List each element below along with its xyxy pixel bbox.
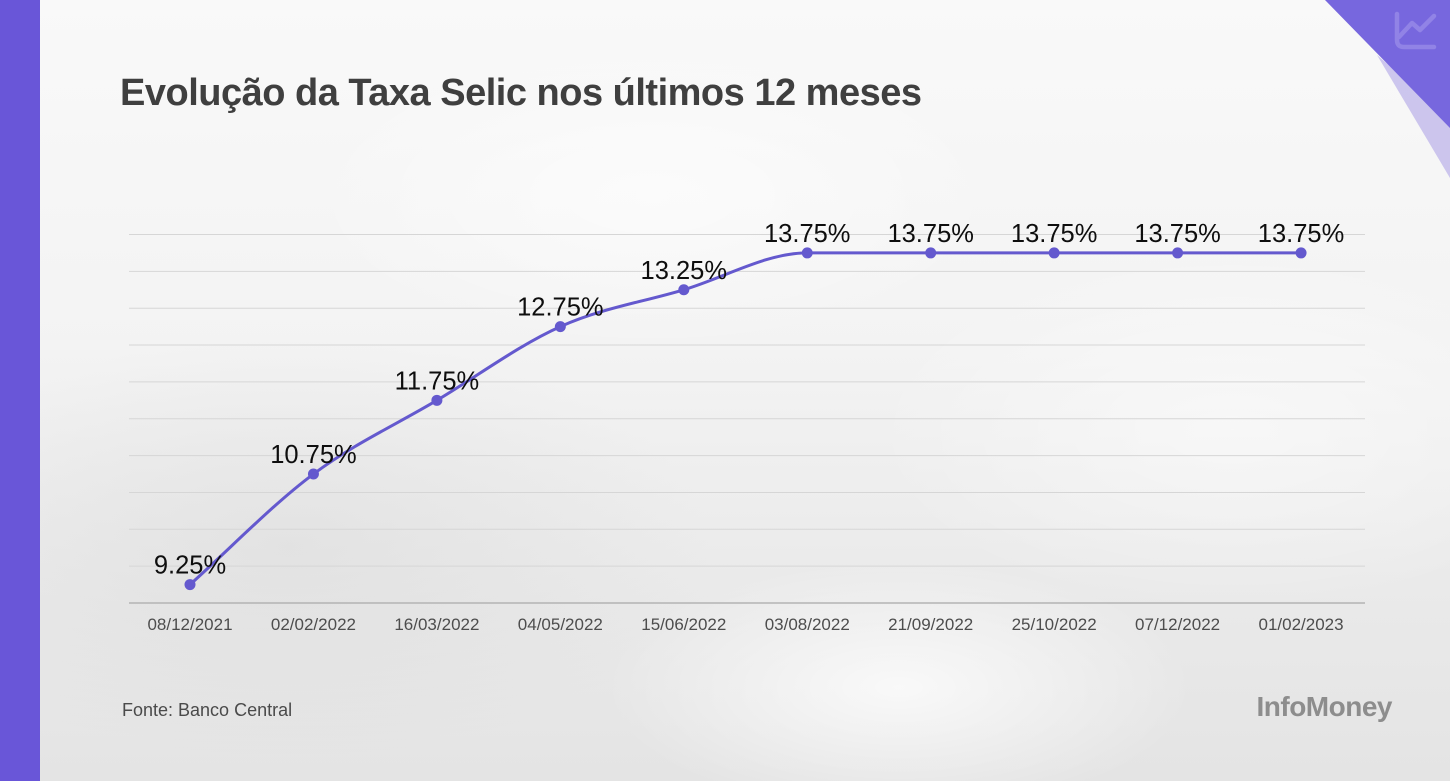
x-tick-label: 04/05/2022: [518, 615, 603, 634]
data-point: [307, 468, 319, 480]
x-tick-label: 25/10/2022: [1012, 615, 1097, 634]
point-label: 12.75%: [517, 294, 604, 322]
point-label: 13.75%: [764, 220, 851, 248]
point-label: 13.75%: [887, 220, 974, 248]
x-tick-label: 08/12/2021: [147, 615, 232, 634]
point-label: 13.75%: [1258, 220, 1345, 248]
corner-decoration: [1325, 0, 1450, 178]
point-label: 13.75%: [1011, 220, 1098, 248]
point-label: 11.75%: [395, 367, 480, 395]
corner-triangle: [1325, 0, 1450, 128]
point-label: 13.25%: [641, 257, 728, 285]
page-title: Evolução da Taxa Selic nos últimos 12 me…: [120, 72, 922, 114]
point-label: 13.75%: [1134, 220, 1221, 248]
data-point: [1048, 247, 1060, 259]
data-point: [678, 284, 690, 296]
x-tick-label: 07/12/2022: [1135, 615, 1220, 634]
data-point: [1172, 247, 1184, 259]
point-label: 9.25%: [154, 552, 226, 580]
data-point: [801, 247, 813, 259]
x-tick-label: 16/03/2022: [394, 615, 479, 634]
x-tick-label: 03/08/2022: [765, 615, 850, 634]
line-chart-icon: [1394, 11, 1437, 50]
data-point: [554, 321, 566, 333]
data-point: [431, 394, 443, 406]
x-tick-label: 15/06/2022: [641, 615, 726, 634]
data-point: [1295, 247, 1307, 259]
infomoney-logo: InfoMoney: [1256, 691, 1393, 722]
corner-soft-triangle: [1377, 55, 1450, 178]
x-tick-label: 02/02/2022: [271, 615, 356, 634]
x-tick-label: 21/09/2022: [888, 615, 973, 634]
selic-line: [188, 251, 1303, 587]
source-note: Fonte: Banco Central: [122, 700, 293, 720]
data-point: [925, 247, 937, 259]
accent-bar: [0, 0, 40, 781]
point-label: 10.75%: [270, 441, 357, 469]
data-point: [184, 579, 196, 591]
x-tick-label: 01/02/2023: [1259, 615, 1344, 634]
